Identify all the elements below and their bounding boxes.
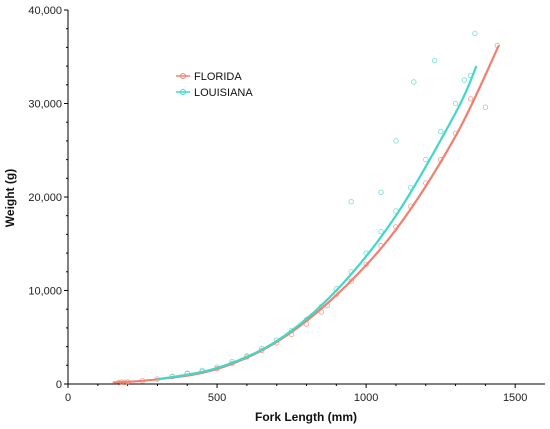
y-tick-label: 40,000 [28, 5, 62, 17]
data-point-louisiana [423, 156, 429, 163]
data-point-louisiana [432, 57, 438, 64]
data-point-florida [467, 96, 474, 102]
x-tick-label: 1500 [503, 392, 527, 404]
data-point-louisiana [378, 189, 384, 195]
y-axis-title: Weight (g) [3, 169, 17, 227]
legend-label-louisiana: LOUISIANA [194, 87, 253, 99]
y-tick-label: 10,000 [28, 286, 62, 298]
data-point-louisiana [378, 228, 384, 235]
data-point-florida [348, 278, 354, 284]
data-point-louisiana [393, 138, 399, 144]
legend-marker-florida [180, 73, 186, 79]
data-point-louisiana [348, 198, 354, 205]
y-tick-label: 30,000 [28, 99, 62, 111]
data-point-louisiana [411, 79, 417, 85]
legend-marker-louisiana [180, 89, 186, 95]
data-point-louisiana [452, 100, 459, 107]
fit-line-louisiana [157, 65, 478, 381]
legend: FLORIDA LOUISIANA [176, 71, 253, 99]
fit-line-florida [112, 45, 500, 384]
x-tick-label: 500 [208, 392, 226, 404]
x-axis-title: Fork Length (mm) [255, 410, 357, 424]
data-point-louisiana [472, 30, 478, 37]
data-point-florida [482, 104, 489, 110]
fit-lines-layer [112, 45, 500, 384]
points-layer [115, 30, 500, 386]
data-point-louisiana [438, 128, 444, 135]
data-point-louisiana [461, 77, 468, 83]
y-tick-label: 0 [56, 379, 62, 391]
x-tick-label: 0 [65, 392, 71, 404]
legend-label-florida: FLORIDA [194, 71, 242, 83]
axes: 0 500 1000 1500 0 10,000 20,000 30,000 40,000 [28, 5, 545, 404]
y-tick-label: 20,000 [28, 192, 62, 204]
x-tick-label: 1000 [354, 392, 378, 404]
